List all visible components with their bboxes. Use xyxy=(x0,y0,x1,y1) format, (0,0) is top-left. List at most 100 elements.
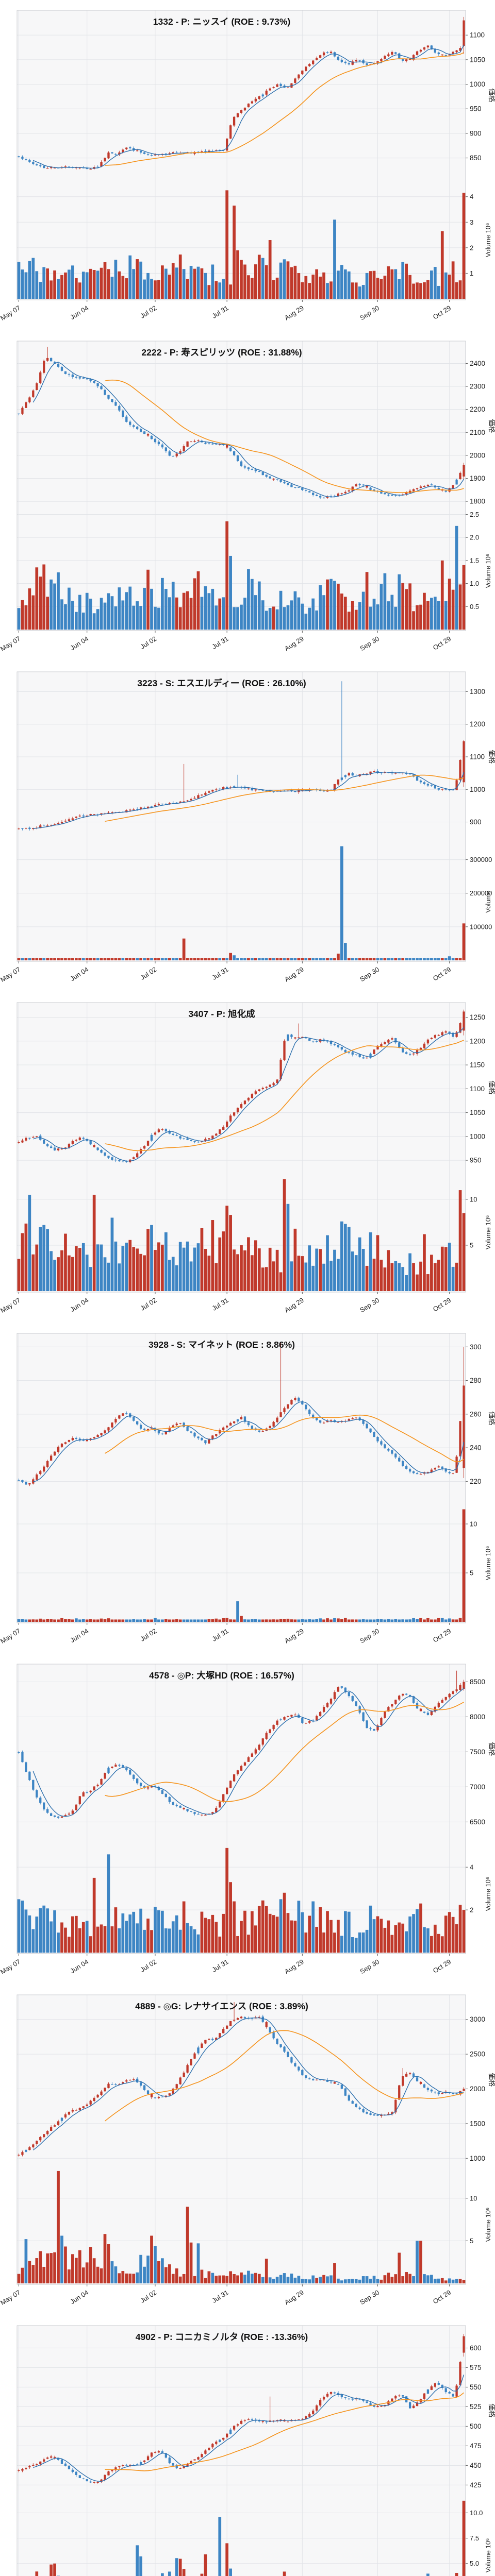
ma-long-line xyxy=(105,2392,464,2471)
date-tick-label: Jul 02 xyxy=(139,1958,158,1974)
ma-long-line xyxy=(105,1702,464,1802)
volume-axis-ticks: 0.5 1.0 1.5 2.0 2.5 xyxy=(466,511,479,611)
price-tick-label: 1150 xyxy=(470,1061,485,1069)
date-tick-label: Jul 31 xyxy=(210,1296,229,1312)
plot-border xyxy=(16,1002,466,1293)
date-tick-label: Oct 29 xyxy=(432,635,452,652)
price-tick-label: 2000 xyxy=(470,2085,485,2093)
ma-short-line xyxy=(33,1401,465,1482)
price-axis-label: 価格 xyxy=(488,750,495,765)
volume-axis-label: Volume 10⁶ xyxy=(484,2208,492,2242)
price-axis-label: 価格 xyxy=(488,1081,495,1095)
plot-background xyxy=(17,1664,466,1954)
volume-tick-label: 3 xyxy=(470,218,473,226)
chart-panel-2222: 1800 1900 2000 2100 2200 2300 2400 0.5 1.0 1.5 2.0… xyxy=(0,331,495,662)
price-tick-label: 1050 xyxy=(470,56,485,63)
price-tick-label: 1000 xyxy=(470,80,485,88)
date-tick-label: Aug 29 xyxy=(283,1627,305,1645)
date-tick-label: Jun 04 xyxy=(69,635,90,652)
chart-panel-4578: 6500 7000 7500 8000 8500 2 4 価格 Volume 10⁶ May 07… xyxy=(0,1654,495,1985)
price-axis-ticks: 950 1000 1050 1100 1150 1200 1250 xyxy=(466,1013,485,1164)
price-tick-label: 500 xyxy=(470,2422,482,2430)
volume-tick-label: 10 xyxy=(470,1520,477,1528)
price-tick-label: 2300 xyxy=(470,383,485,391)
chart-title: 4578 - ◎P: 大塚HD (ROE : 16.57%) xyxy=(149,1670,294,1681)
volume-tick-label: 10.0 xyxy=(470,2509,483,2517)
candlestick-chart-4902: 4254504755005255505756002.55.07.510.0価格V… xyxy=(16,2325,495,2576)
candlestick-chart-4889: 1000 1500 2000 2500 3000 5 10 価格 Volume 10⁶ May 0… xyxy=(0,1994,495,2307)
volume-tick-label: 4 xyxy=(470,1863,473,1871)
date-tick-label: May 07 xyxy=(0,304,22,322)
price-tick-label: 850 xyxy=(470,154,482,162)
date-tick-label: Jul 02 xyxy=(139,1627,158,1643)
date-tick-label: Sep 30 xyxy=(358,304,381,322)
volume-axis-ticks: 5 10 xyxy=(466,1520,477,1577)
chart-panel-1332: 850 900 950 1000 1050 1100 1 2 3 4 価格 Volume 10⁶ May… xyxy=(0,0,495,331)
volume-tick-label: 1.0 xyxy=(470,580,479,587)
price-axis-label: 価格 xyxy=(488,2404,495,2418)
candlestick-chart-3407: 950 1000 1050 1100 1150 1200 1250 5 10 価格 Volume 1… xyxy=(0,1002,495,1314)
date-tick-label: Aug 29 xyxy=(283,2289,305,2307)
date-tick-label: Jun 04 xyxy=(69,2289,90,2306)
gridlines xyxy=(17,341,466,631)
price-axis-label: 価格 xyxy=(488,1412,495,1426)
price-tick-label: 1250 xyxy=(470,1013,485,1021)
volume-tick-label: 10 xyxy=(470,2194,477,2202)
date-tick-label: Jul 31 xyxy=(210,2289,229,2304)
date-tick-label: Jul 31 xyxy=(210,965,229,981)
chart-title: 4889 - ◎G: レナサイエンス (ROE : 3.89%) xyxy=(135,2001,308,2011)
volume-bars xyxy=(17,846,466,960)
volume-tick-label: 10 xyxy=(470,1195,477,1203)
date-tick-label: Jun 04 xyxy=(69,965,90,982)
volume-bars xyxy=(17,1179,466,1291)
chart-title: 4902 - P: コニカミノルタ (ROE : -13.36%) xyxy=(136,2332,308,2342)
price-axis-ticks: 220 240 260 280 300 xyxy=(466,1343,482,1485)
price-tick-label: 1100 xyxy=(470,1085,485,1093)
volume-axis-ticks: 24 xyxy=(466,1863,473,1914)
date-tick-label: Jul 02 xyxy=(139,304,158,320)
price-tick-label: 1100 xyxy=(470,753,485,761)
volume-bars xyxy=(17,521,466,630)
volume-axis-ticks: 100000 200000 300000 xyxy=(466,856,492,930)
candlestick-chart-3223: 900 1000 1100 1200 1300 100000 200000 300000 価格 V… xyxy=(0,671,495,984)
date-tick-label: Oct 29 xyxy=(432,304,452,321)
candlesticks xyxy=(18,1342,465,1486)
date-tick-label: May 07 xyxy=(0,1627,22,1645)
date-axis-ticks: May 07 Jun 04 Jul 02 Jul 31 Aug 29 Sep 30 Oct … xyxy=(0,300,452,322)
chart-panel-4902: 4254504755005255505756002.55.07.510.0価格V… xyxy=(0,2315,495,2576)
date-tick-label: Aug 29 xyxy=(283,1958,305,1976)
price-tick-label: 7000 xyxy=(470,1783,485,1791)
chart-title: 3928 - S: マイネット (ROE : 8.86%) xyxy=(148,1340,295,1350)
volume-tick-label: 5 xyxy=(470,1569,473,1577)
price-tick-label: 900 xyxy=(470,129,482,137)
ma-long-line xyxy=(105,379,464,493)
ma-short-line xyxy=(32,2018,464,2150)
date-tick-label: May 07 xyxy=(0,635,22,653)
price-tick-label: 7500 xyxy=(470,1748,485,1756)
price-tick-label: 300 xyxy=(470,1343,482,1351)
date-tick-label: Jul 31 xyxy=(210,1958,229,1974)
volume-tick-label: 5 xyxy=(470,2237,473,2245)
chart-panel-3407: 950 1000 1050 1100 1150 1200 1250 5 10 価格 Volume 1… xyxy=(0,992,495,1323)
ma-short-line xyxy=(33,771,465,829)
volume-bars xyxy=(17,190,466,299)
volume-axis-label: Volume 10⁶ xyxy=(484,1215,492,1250)
plot-background xyxy=(17,2326,466,2576)
ma-short-line xyxy=(33,2375,465,2482)
price-tick-label: 1300 xyxy=(470,688,485,696)
ma-long-line xyxy=(105,52,464,166)
price-tick-label: 550 xyxy=(470,2383,482,2391)
price-tick-label: 240 xyxy=(470,1444,482,1452)
date-tick-label: Jul 31 xyxy=(210,635,229,651)
candlesticks xyxy=(18,2002,465,2157)
price-tick-label: 450 xyxy=(470,2462,482,2469)
volume-axis-label: Volume xyxy=(484,890,492,912)
volume-tick-label: 200000 xyxy=(470,889,492,897)
chart-title: 3407 - P: 旭化成 xyxy=(188,1009,255,1019)
volume-tick-label: 2.5 xyxy=(470,511,479,518)
plot-border xyxy=(16,1333,466,1623)
volume-bars xyxy=(35,2500,466,2576)
plot-background xyxy=(17,672,466,961)
price-tick-label: 1900 xyxy=(470,474,485,482)
chart-title: 3223 - S: エスエルディー (ROE : 26.10%) xyxy=(137,678,306,688)
